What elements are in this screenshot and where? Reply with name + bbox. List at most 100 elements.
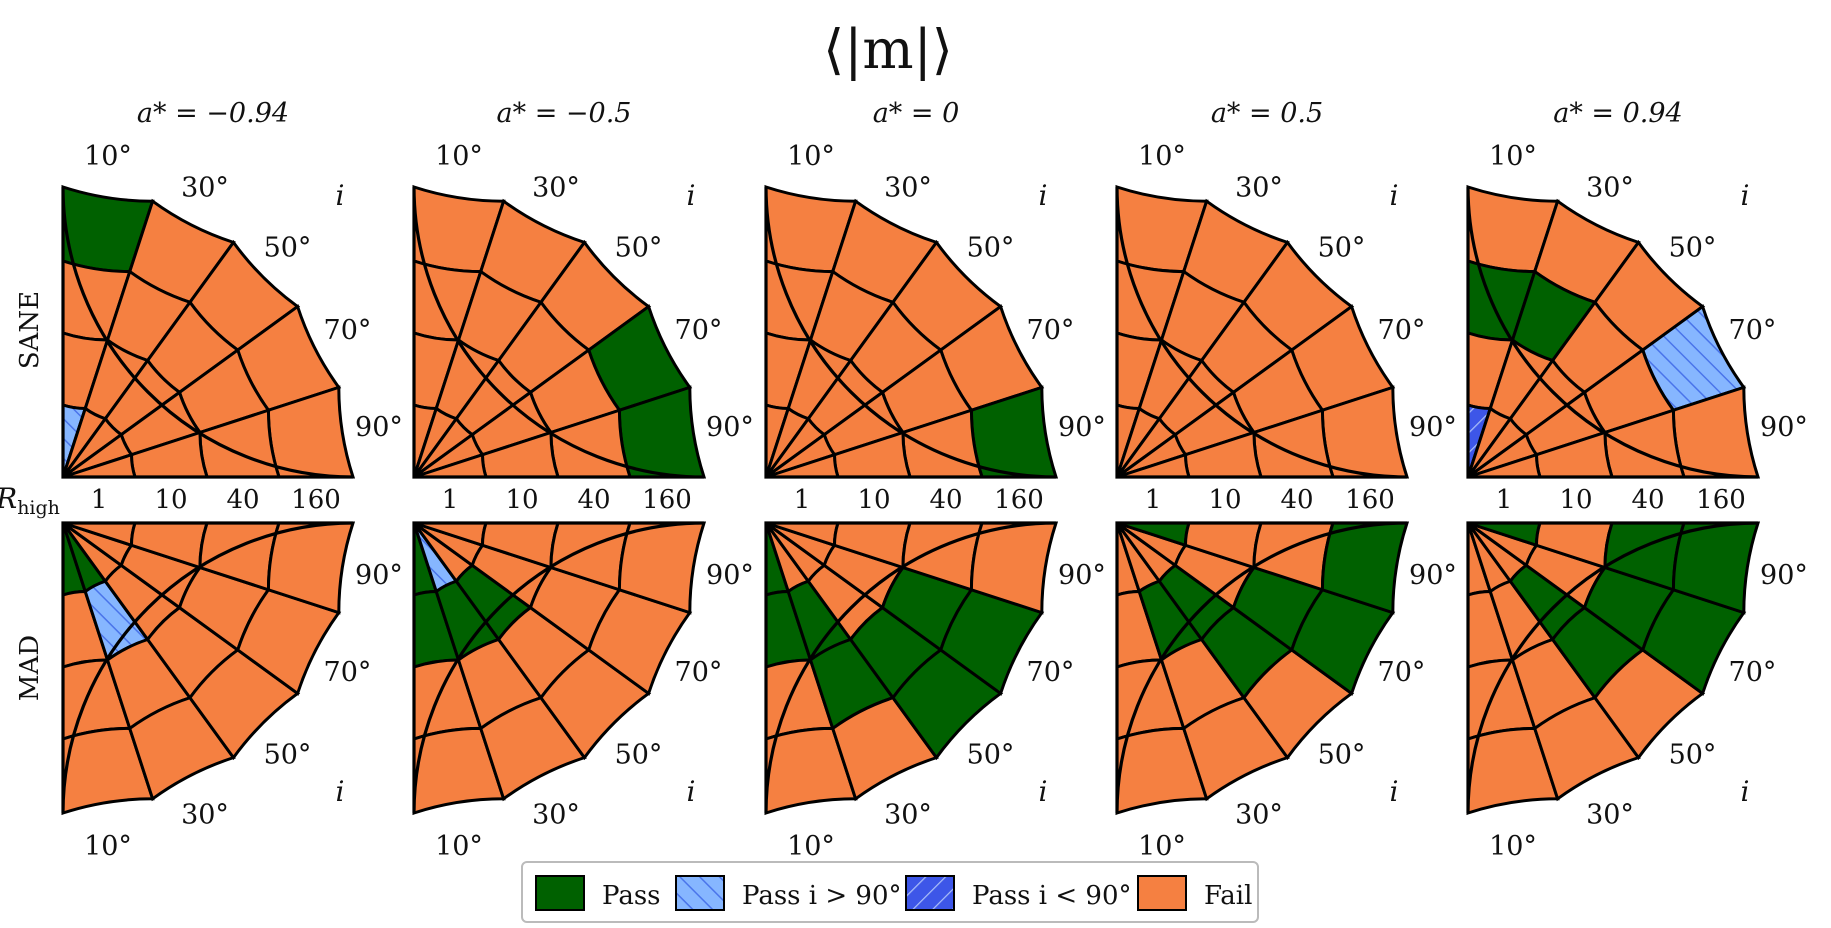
column-header: a* = 0.5: [1211, 98, 1323, 129]
column-header: a* = −0.5: [497, 98, 632, 129]
panel-outline: [412, 521, 705, 814]
column-header: a* = −0.94: [137, 98, 289, 129]
panel-outline: [61, 521, 354, 814]
angular-tick-label: 70°: [1027, 657, 1075, 688]
angular-tick-label: 70°: [675, 315, 723, 346]
column-header: a* = 0.94: [1553, 98, 1683, 129]
angular-axis-label: i: [687, 179, 696, 212]
legend-label: Pass i < 90°: [972, 881, 1132, 911]
radial-tick-label: 160: [291, 485, 341, 515]
panel-mad-5: 10° 30° 50° 70° 90° i: [1466, 521, 1808, 862]
angular-axis-label: i: [336, 775, 345, 808]
angular-tick-label: 70°: [324, 657, 372, 688]
panel-outline: [1466, 521, 1759, 814]
legend-label: Pass i > 90°: [742, 881, 902, 911]
angular-tick-label: 70°: [1729, 657, 1777, 688]
angular-axis-label: i: [1039, 775, 1048, 808]
angular-tick-label: 10°: [84, 141, 132, 172]
angular-tick-label: 50°: [264, 740, 312, 771]
radial-tick-label: 1: [1496, 485, 1513, 515]
angular-tick-label: 30°: [884, 173, 932, 204]
angular-tick-label: 30°: [181, 173, 229, 204]
panel-grid: 10°30°50°70°90°ia* = −0.9410°30°50°70°90…: [0, 98, 1808, 862]
angular-tick-label: 30°: [532, 799, 580, 830]
angular-axis-label: i: [1390, 775, 1399, 808]
radial-tick-label: 40: [226, 485, 259, 515]
angular-tick-label: 90°: [1760, 412, 1808, 443]
angular-axis-label: i: [1390, 179, 1399, 212]
panel-outline: [61, 186, 354, 479]
radial-tick-label: 40: [929, 485, 962, 515]
angular-tick-label: 50°: [1669, 232, 1717, 263]
row-label: SANE: [15, 291, 45, 369]
panel-sane-3: 10° 30° 50° 70° 90° i a* = 0: [764, 98, 1106, 479]
panel-sane-4: 10° 30° 50° 70° 90° i a* = 0.5: [1115, 98, 1457, 479]
radial-tick-label: 10: [857, 485, 890, 515]
radial-tick-label: 40: [1280, 485, 1313, 515]
angular-tick-label: 70°: [1378, 315, 1426, 346]
angular-tick-label: 90°: [1760, 560, 1808, 591]
panel-outline: [1115, 186, 1408, 479]
radial-tick-label: 10: [1208, 485, 1241, 515]
angular-tick-label: 50°: [615, 740, 663, 771]
angular-tick-label: 50°: [967, 232, 1015, 263]
radial-tick-label: 1: [794, 485, 811, 515]
legend-label: Fail: [1204, 881, 1252, 911]
angular-tick-label: 30°: [1235, 799, 1283, 830]
angular-axis-label: i: [1039, 179, 1048, 212]
radial-tick-label: 10: [1559, 485, 1592, 515]
angular-tick-label: 90°: [706, 560, 754, 591]
angular-tick-label: 50°: [967, 740, 1015, 771]
radial-tick-label: 1: [91, 485, 108, 515]
angular-tick-label: 10°: [787, 831, 835, 862]
panel-sane-2: 10° 30° 50° 70° 90° i a* = −0.5: [412, 98, 754, 479]
angular-tick-label: 50°: [1318, 740, 1366, 771]
chart-title: ⟨|m|⟩: [823, 18, 953, 81]
panel-outline: [1115, 521, 1408, 814]
radial-tick-label: 160: [1345, 485, 1395, 515]
angular-tick-label: 90°: [1409, 412, 1457, 443]
angular-tick-label: 70°: [1027, 315, 1075, 346]
panel-outline: [764, 186, 1057, 479]
angular-tick-label: 50°: [264, 232, 312, 263]
angular-tick-label: 30°: [532, 173, 580, 204]
radial-tick-label: 160: [1696, 485, 1746, 515]
angular-tick-label: 30°: [181, 799, 229, 830]
panel-outline: [1466, 186, 1759, 479]
legend-swatch: [535, 875, 585, 911]
angular-axis-label: i: [1741, 775, 1750, 808]
panel-sane-5: 10° 30° 50° 70° 90° i a* = 0.94: [1466, 98, 1808, 479]
angular-tick-label: 10°: [787, 141, 835, 172]
angular-tick-label: 90°: [355, 560, 403, 591]
angular-tick-label: 10°: [1138, 831, 1186, 862]
radial-axis-label-sub: high: [17, 497, 60, 519]
panel-outline: [764, 521, 1057, 814]
angular-tick-label: 10°: [435, 831, 483, 862]
radial-axis-label: Rhigh: [0, 482, 60, 519]
angular-axis-label: i: [1741, 179, 1750, 212]
angular-tick-label: 30°: [1235, 173, 1283, 204]
angular-tick-label: 70°: [1729, 315, 1777, 346]
angular-tick-label: 10°: [1489, 141, 1537, 172]
angular-tick-label: 30°: [884, 799, 932, 830]
radial-axis-label-main: R: [0, 482, 17, 515]
panel-outline: [412, 186, 705, 479]
angular-tick-label: 50°: [1669, 740, 1717, 771]
radial-tick-label: 40: [1631, 485, 1664, 515]
angular-tick-label: 90°: [1409, 560, 1457, 591]
panel-mad-3: 10° 30° 50° 70° 90° i: [764, 521, 1106, 862]
angular-tick-label: 50°: [615, 232, 663, 263]
angular-tick-label: 90°: [1058, 412, 1106, 443]
row-label: MAD: [15, 635, 45, 701]
panel-mad-2: 10° 30° 50° 70° 90° i: [412, 521, 754, 862]
column-header: a* = 0: [873, 98, 960, 129]
radial-tick-label: 1: [442, 485, 459, 515]
angular-tick-label: 70°: [1378, 657, 1426, 688]
legend-swatch: [905, 875, 955, 911]
radial-tick-label: 160: [642, 485, 692, 515]
angular-tick-label: 10°: [84, 831, 132, 862]
angular-tick-label: 90°: [706, 412, 754, 443]
angular-tick-label: 30°: [1586, 173, 1634, 204]
angular-axis-label: i: [336, 179, 345, 212]
angular-axis-label: i: [687, 775, 696, 808]
